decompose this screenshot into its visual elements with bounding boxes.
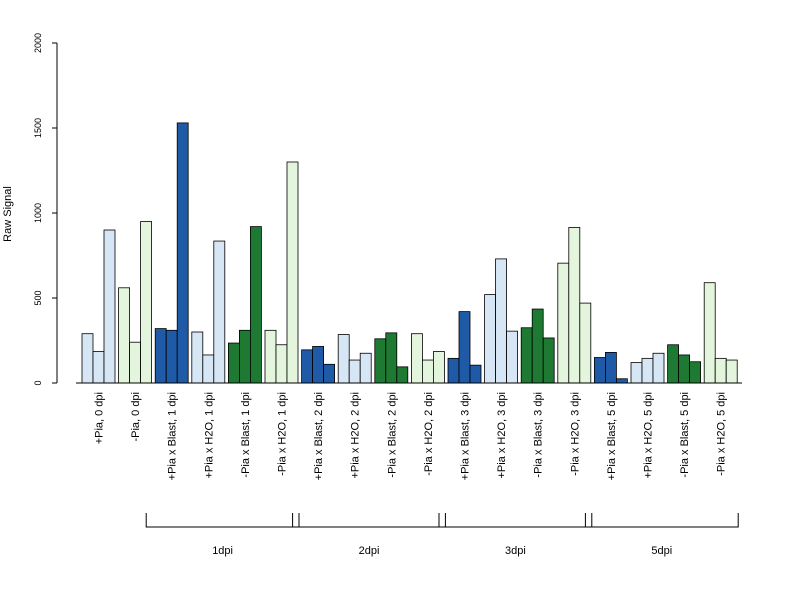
x-tick-label: +Pia x H2O, 3 dpi bbox=[496, 392, 508, 479]
x-tick-label: -Pia x Blast, 1 dpi bbox=[240, 392, 252, 478]
x-tick-label: -Pia, 0 dpi bbox=[130, 392, 142, 442]
y-axis: 0 500 1000 1500 2000 bbox=[33, 33, 58, 386]
y-tick-label: 1500 bbox=[33, 118, 43, 138]
bar bbox=[542, 337, 555, 384]
group-label: 2dpi bbox=[359, 545, 380, 557]
bar bbox=[667, 344, 679, 384]
x-tick-label: -Pia x H2O, 1 dpi bbox=[277, 392, 289, 476]
bar bbox=[359, 352, 372, 384]
bar bbox=[337, 334, 350, 384]
bar bbox=[421, 359, 434, 384]
bar bbox=[557, 262, 570, 384]
category-labels: +Pia, 0 dpi -Pia, 0 dpi +Pia x Blast, 1 dp… bbox=[94, 392, 728, 480]
bar bbox=[264, 329, 277, 384]
bar bbox=[579, 302, 592, 384]
bar bbox=[410, 333, 423, 384]
x-tick-label: -Pia x H2O, 3 dpi bbox=[569, 392, 581, 476]
bar bbox=[81, 333, 94, 384]
group-bracket bbox=[584, 513, 739, 528]
bar bbox=[191, 331, 204, 384]
x-tick-label: -Pia x Blast, 2 dpi bbox=[386, 392, 398, 478]
group-bracket bbox=[438, 513, 593, 528]
x-tick-label: -Pia x Blast, 5 dpi bbox=[679, 392, 691, 478]
x-tick-label: -Pia x H2O, 2 dpi bbox=[423, 392, 435, 476]
bar bbox=[396, 366, 409, 384]
y-tick-label: 2000 bbox=[33, 33, 43, 53]
bar bbox=[725, 359, 738, 384]
bar bbox=[129, 341, 142, 384]
x-tick-label: -Pia x Blast, 3 dpi bbox=[533, 392, 545, 478]
bar bbox=[154, 328, 167, 384]
bar bbox=[652, 352, 665, 384]
bar bbox=[227, 342, 240, 384]
x-tick-label: +Pia x Blast, 5 dpi bbox=[606, 392, 618, 480]
bar bbox=[286, 161, 299, 384]
group-bracket bbox=[145, 513, 300, 528]
x-tick-label: +Pia x Blast, 1 dpi bbox=[167, 392, 179, 480]
bar bbox=[531, 308, 544, 384]
bar bbox=[202, 354, 215, 384]
bar bbox=[520, 327, 533, 384]
bar bbox=[469, 364, 482, 384]
bar bbox=[165, 329, 178, 384]
x-tick-label: +Pia x H2O, 1 dpi bbox=[203, 392, 215, 479]
bar bbox=[312, 346, 325, 384]
x-tick-label: -Pia x H2O, 5 dpi bbox=[716, 392, 728, 476]
y-tick-label: 500 bbox=[33, 290, 43, 305]
bar bbox=[506, 330, 519, 384]
bar bbox=[213, 240, 226, 384]
y-tick-label: 1000 bbox=[33, 203, 43, 223]
bar bbox=[374, 338, 387, 384]
bar bbox=[641, 357, 654, 384]
bar bbox=[689, 361, 701, 384]
group-label: 1dpi bbox=[212, 545, 233, 557]
bar bbox=[678, 354, 690, 384]
bar bbox=[301, 349, 314, 384]
bar bbox=[630, 362, 643, 384]
bar bbox=[568, 227, 581, 384]
bar bbox=[348, 359, 361, 384]
bar bbox=[703, 282, 716, 384]
bar bbox=[495, 258, 508, 384]
bar bbox=[176, 122, 189, 384]
bar bbox=[118, 287, 130, 384]
x-tick-label: +Pia x Blast, 2 dpi bbox=[313, 392, 325, 480]
bar bbox=[103, 229, 116, 384]
bar bbox=[432, 351, 445, 384]
bar bbox=[714, 357, 727, 384]
bar bbox=[249, 226, 262, 384]
x-tick-label: +Pia x H2O, 2 dpi bbox=[350, 392, 362, 479]
group-bracket bbox=[292, 513, 446, 528]
bar bbox=[484, 294, 497, 384]
bar bbox=[447, 357, 460, 384]
x-tick-label: +Pia, 0 dpi bbox=[94, 392, 106, 444]
bar bbox=[238, 329, 251, 384]
bar bbox=[605, 351, 617, 384]
group-label: 3dpi bbox=[505, 545, 526, 557]
bar bbox=[140, 221, 153, 384]
group-brackets: 1dpi 2dpi 3dpi 5dpi bbox=[145, 513, 739, 557]
bar bbox=[458, 311, 471, 384]
bar bbox=[275, 344, 288, 384]
bar bbox=[594, 357, 606, 384]
y-axis-title: Raw Signal bbox=[2, 186, 14, 242]
bar bbox=[385, 332, 398, 384]
x-tick-label: +Pia x Blast, 3 dpi bbox=[460, 392, 472, 480]
bar bbox=[323, 363, 336, 384]
x-tick-label: +Pia x H2O, 5 dpi bbox=[643, 392, 655, 479]
y-tick-label: 0 bbox=[33, 380, 43, 385]
bar bbox=[92, 351, 105, 384]
bars bbox=[81, 122, 738, 384]
bar bbox=[616, 378, 628, 384]
group-label: 5dpi bbox=[651, 545, 672, 557]
